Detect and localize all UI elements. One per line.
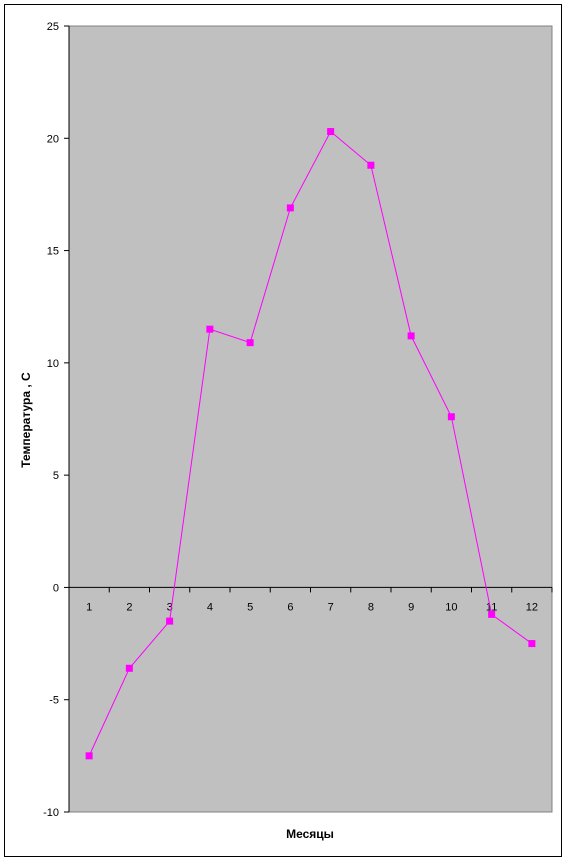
data-point-marker [528,640,536,648]
x-tick-label: 12 [526,601,538,613]
x-tick-label: 3 [167,601,173,613]
y-axis: 25 20 15 10 5 0 -5 -10 [43,21,70,819]
y-tick-label: -10 [43,807,59,819]
y-tick-label: 20 [47,133,59,145]
x-tick-label: 4 [207,601,213,613]
data-point-marker [206,325,214,333]
x-tick-label: 2 [126,601,132,613]
y-axis-title: Температура , С [19,372,33,468]
x-tick-label: 5 [247,601,253,613]
data-point-marker [246,339,254,347]
x-tick-label: 1 [86,601,92,613]
x-tick-label: 6 [287,601,293,613]
y-tick-label: 5 [53,470,59,482]
series-line [88,130,533,757]
y-tick-label: -5 [49,695,59,707]
data-point-marker [407,332,415,340]
data-point-marker [125,664,133,672]
x-tick-label: 8 [368,601,374,613]
x-axis: 1 2 3 4 5 6 7 8 9 10 11 12 [68,586,553,613]
series-group [85,128,536,760]
data-point-marker [327,128,335,136]
x-tick-label: 10 [445,601,457,613]
x-tick-label: 7 [328,601,334,613]
data-point-marker [166,617,174,625]
x-axis-title: Месяцы [286,827,334,841]
x-tick-label: 9 [408,601,414,613]
data-point-marker [367,161,375,169]
y-tick-label: 10 [47,358,59,370]
y-tick-label: 0 [53,582,59,594]
data-point-marker [286,204,294,212]
plot-area [68,25,553,813]
x-tick-label: 11 [486,601,497,613]
data-point-marker [488,610,496,618]
y-tick-label: 15 [47,246,59,258]
data-point-marker [85,752,93,760]
y-tick-label: 25 [47,21,59,33]
data-point-marker [447,413,455,421]
